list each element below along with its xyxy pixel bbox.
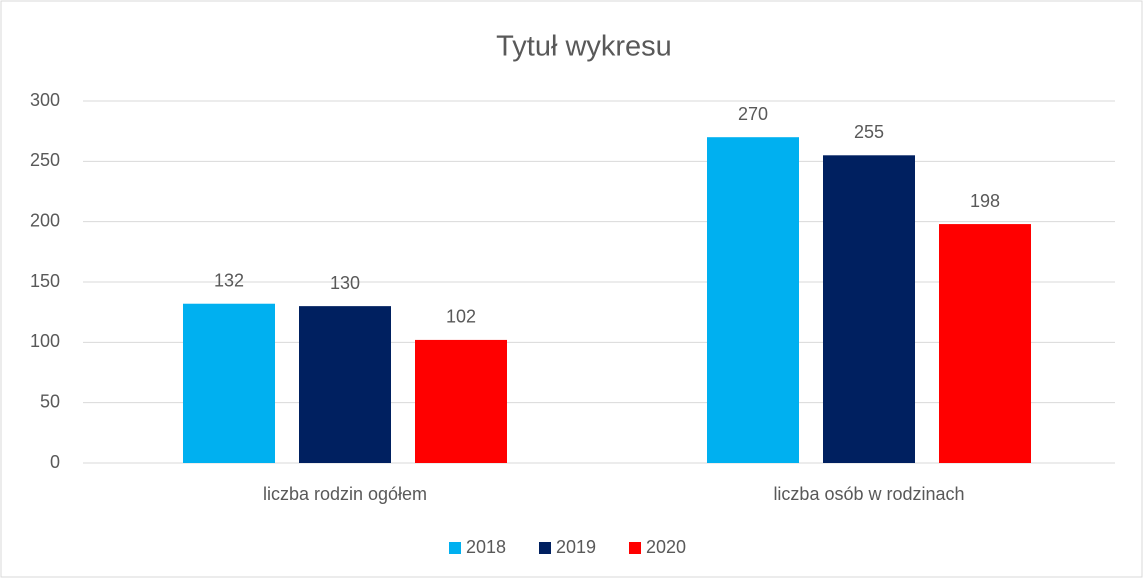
- bar: [299, 306, 391, 463]
- data-label: 270: [738, 104, 768, 124]
- data-label: 198: [970, 191, 1000, 211]
- legend-swatch: [539, 542, 551, 554]
- legend-label: 2019: [556, 537, 596, 557]
- legend-label: 2020: [646, 537, 686, 557]
- y-tick-label: 100: [30, 331, 60, 351]
- y-tick-label: 0: [50, 452, 60, 472]
- legend-label: 2018: [466, 537, 506, 557]
- bar: [823, 155, 915, 464]
- legend-swatch: [449, 542, 461, 554]
- data-label: 102: [446, 307, 476, 327]
- x-tick-label: liczba osób w rodzinach: [773, 484, 964, 504]
- chart-title: Tytuł wykresu: [496, 31, 672, 63]
- data-label: 132: [214, 270, 244, 290]
- data-label: 130: [330, 273, 360, 293]
- bar: [415, 339, 507, 463]
- bar: [707, 137, 799, 463]
- y-tick-label: 250: [30, 150, 60, 170]
- bar: [183, 303, 275, 463]
- x-tick-label: liczba rodzin ogółem: [263, 484, 427, 504]
- legend-swatch: [629, 542, 641, 554]
- y-tick-label: 50: [40, 391, 60, 411]
- y-tick-label: 200: [30, 210, 60, 230]
- y-tick-label: 150: [30, 271, 60, 291]
- bar: [939, 224, 1031, 463]
- data-label: 255: [854, 122, 884, 142]
- y-tick-label: 300: [30, 90, 60, 110]
